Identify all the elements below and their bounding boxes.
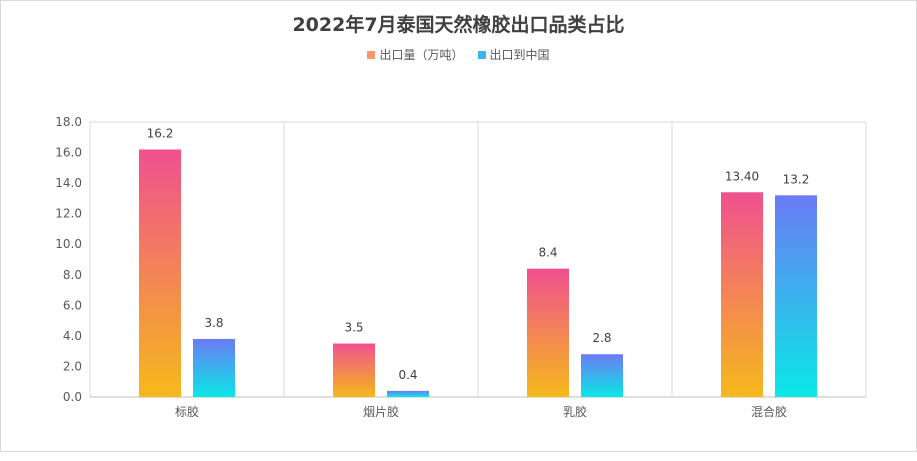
y-tick-label: 2.0 [63, 359, 82, 373]
x-tick-label: 烟片胶 [363, 404, 399, 419]
data-label: 8.4 [538, 246, 557, 260]
bar-export-volume[interactable] [527, 268, 569, 397]
y-tick-label: 4.0 [63, 329, 82, 343]
data-label: 3.5 [344, 321, 363, 335]
data-label: 13.40 [725, 169, 759, 183]
bar-export-to-china[interactable] [581, 354, 623, 397]
y-tick-label: 12.0 [55, 207, 82, 221]
legend-swatch-export-volume [367, 50, 376, 59]
legend-label-export-to-china: 出口到中国 [489, 48, 550, 62]
y-tick-label: 14.0 [55, 176, 82, 190]
bar-export-volume[interactable] [333, 343, 375, 397]
y-tick-label: 10.0 [55, 237, 82, 251]
legend-item-export-to-china[interactable]: 出口到中国 [477, 46, 550, 63]
bar-export-volume[interactable] [139, 149, 181, 398]
x-tick-label: 混合胶 [751, 404, 787, 419]
y-tick-label: 6.0 [63, 298, 82, 312]
y-tick-label: 16.0 [55, 146, 82, 160]
y-tick-label: 8.0 [63, 268, 82, 282]
data-label: 3.8 [204, 316, 223, 330]
legend-label-export-volume: 出口量（万吨） [379, 48, 464, 62]
data-label: 13.2 [783, 172, 810, 186]
x-tick-label: 乳胶 [563, 404, 587, 419]
data-label: 0.4 [398, 368, 417, 382]
legend-item-export-volume[interactable]: 出口量（万吨） [367, 46, 464, 63]
x-tick-label: 标胶 [175, 404, 199, 419]
bar-export-to-china[interactable] [193, 338, 235, 397]
data-label: 2.8 [592, 331, 611, 345]
chart-title: 2022年7月泰国天然橡胶出口品类占比 [292, 14, 625, 36]
bar-export-to-china[interactable] [387, 390, 429, 397]
data-label: 16.2 [147, 127, 174, 141]
legend-swatch-export-to-china [477, 50, 486, 59]
bar-export-volume[interactable] [721, 192, 763, 397]
y-tick-label: 0.0 [63, 390, 82, 404]
y-tick-label: 18.0 [55, 115, 82, 129]
bar-export-to-china[interactable] [775, 195, 817, 397]
chart-legend: 出口量（万吨） 出口到中国 [0, 46, 917, 63]
